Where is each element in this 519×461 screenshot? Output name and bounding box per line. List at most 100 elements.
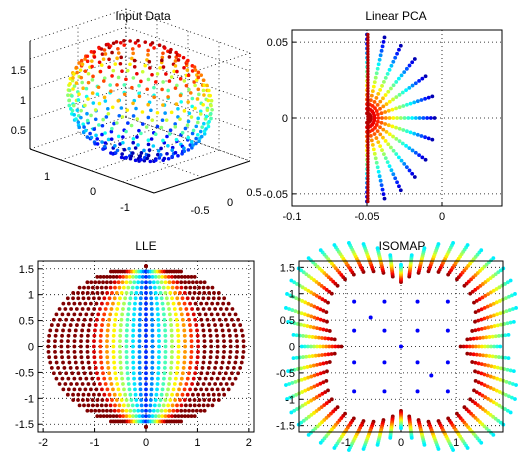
xtick-label-0: 1 <box>44 171 50 183</box>
lle-ytick-label: 0.5 <box>19 316 34 328</box>
lle-point <box>177 302 181 306</box>
lle-point <box>87 296 91 300</box>
lle-point <box>163 371 167 375</box>
lle-point <box>78 302 82 306</box>
input-point <box>81 86 85 90</box>
pca-point <box>390 168 394 172</box>
lle-point <box>131 339 135 343</box>
pca-point <box>398 93 402 97</box>
lle-point <box>76 296 80 300</box>
lle-point <box>170 414 174 418</box>
input-point <box>193 65 197 69</box>
pca-point <box>401 104 405 108</box>
input-point <box>210 99 214 103</box>
lle-point <box>132 366 136 370</box>
lle-point <box>189 334 193 338</box>
input-point <box>166 144 170 148</box>
input-point <box>123 92 127 96</box>
ytick-label-2: 0.5 <box>246 187 261 199</box>
lle-point <box>202 398 206 402</box>
lle-point <box>149 404 153 408</box>
lle-point <box>140 404 144 408</box>
input-point <box>179 100 183 104</box>
isomap-center-point <box>446 389 450 393</box>
pca-point <box>373 152 377 156</box>
input-point <box>187 74 191 78</box>
input-point <box>150 137 154 141</box>
isomap-point <box>347 241 351 245</box>
lle-point <box>221 387 225 391</box>
lle-point <box>118 345 122 349</box>
lle-point <box>61 361 65 365</box>
input-point <box>109 44 113 48</box>
pca-point <box>412 101 416 105</box>
lle-point <box>182 323 186 327</box>
input-point <box>179 77 183 81</box>
lle-point <box>206 286 210 290</box>
lle-point <box>144 339 148 343</box>
lle-point <box>144 302 148 306</box>
pca-point <box>391 135 395 139</box>
lle-point <box>151 355 155 359</box>
isomap-center-point <box>416 300 420 304</box>
input-point <box>168 132 172 136</box>
lle-point <box>176 329 180 333</box>
lle-point <box>156 318 160 322</box>
lle-point <box>48 361 52 365</box>
lle-point <box>226 323 230 327</box>
lle-point <box>153 286 157 290</box>
pca-point <box>395 116 399 120</box>
input-point <box>152 144 156 148</box>
pca-point <box>380 148 384 152</box>
title-linear-pca: Linear PCA <box>365 9 426 23</box>
lle-point <box>173 414 177 418</box>
lle-point <box>190 345 194 349</box>
lle-point <box>177 414 181 418</box>
input-point <box>139 80 143 84</box>
lle-point <box>183 345 187 349</box>
pca-point <box>378 132 382 136</box>
input-point <box>168 79 172 83</box>
isomap-point <box>318 327 322 331</box>
lle-point <box>207 393 211 397</box>
lle-point <box>173 291 177 295</box>
lle-point <box>47 355 51 359</box>
lle-point <box>80 334 84 338</box>
lle-point <box>78 286 82 290</box>
lle-point <box>81 307 85 311</box>
lle-point <box>141 275 145 279</box>
lle-ytick-label: -0.5 <box>15 367 34 379</box>
lle-point <box>91 404 95 408</box>
input-point <box>79 116 83 120</box>
lle-point <box>149 393 153 397</box>
lle-point <box>85 280 89 284</box>
lle-point <box>135 404 139 408</box>
input-point <box>79 68 83 72</box>
pca-point <box>378 100 382 104</box>
lle-point <box>73 339 77 343</box>
lle-point <box>233 329 237 333</box>
input-point <box>162 65 166 69</box>
lle-point <box>165 296 169 300</box>
input-point <box>91 78 95 82</box>
input-point <box>93 55 97 59</box>
lle-point <box>166 302 170 306</box>
input-point <box>131 47 135 51</box>
input-point <box>160 126 164 130</box>
lle-point <box>196 355 200 359</box>
pca-point <box>414 151 418 155</box>
isomap-center-point <box>352 329 356 333</box>
input-point <box>147 116 151 120</box>
input-point <box>75 71 79 75</box>
lle-point <box>88 323 92 327</box>
lle-point <box>162 377 166 381</box>
tick-labels-pca: -0.1 -0.05 0-0.0500.05 <box>263 37 445 223</box>
pca-point <box>404 88 408 92</box>
lle-point <box>60 350 64 354</box>
input-point <box>200 125 204 129</box>
lle-point <box>144 387 148 391</box>
iso-ytick-label: 0.5 <box>280 315 295 327</box>
lle-point <box>102 275 106 279</box>
input-point <box>115 56 119 60</box>
input-point <box>183 109 187 113</box>
